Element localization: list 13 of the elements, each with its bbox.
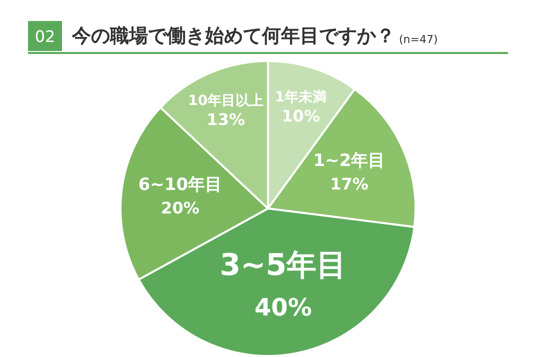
data-label: 40% <box>254 293 312 322</box>
chart-subtitle: (n=47) <box>399 33 438 46</box>
data-label: 10% <box>282 106 320 126</box>
slice-label: 1~2年目 <box>313 150 386 171</box>
slice-label: 10年目以上 <box>188 92 264 109</box>
slice-label: 6~10年目 <box>138 174 222 195</box>
data-label: 17% <box>330 174 368 194</box>
chart-title: 今の職場で働き始めて何年目ですか？ <box>72 24 395 49</box>
slice-label: 3~5年目 <box>220 248 347 283</box>
data-label: 13% <box>206 110 245 129</box>
slice-label: 1年未満 <box>274 89 327 106</box>
data-label: 20% <box>161 198 200 218</box>
text: 02 <box>28 21 62 51</box>
